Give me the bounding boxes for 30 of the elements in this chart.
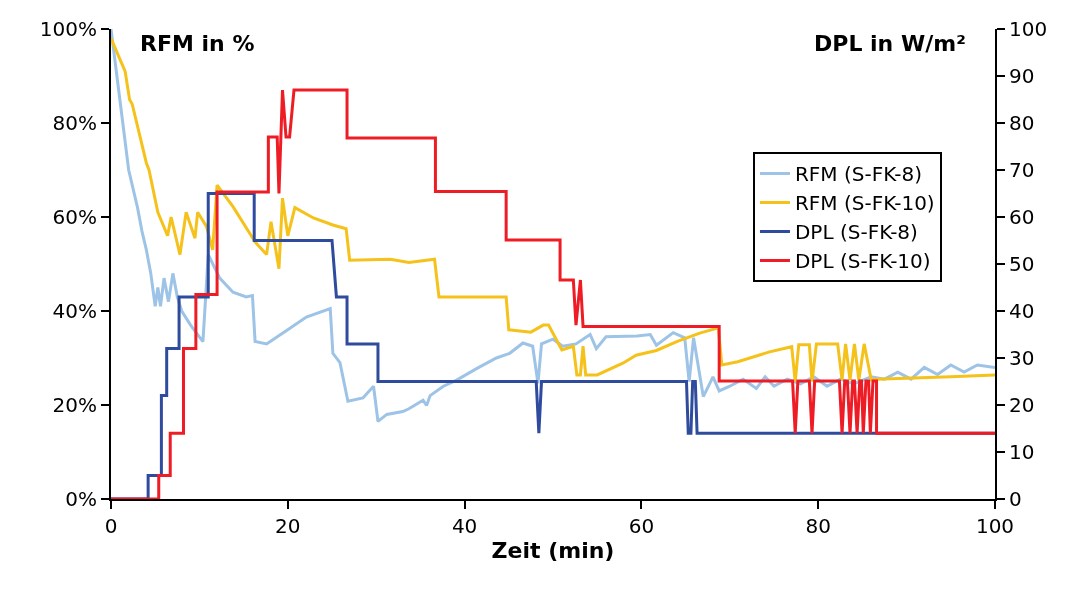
- y2-tick-label: 80: [1009, 111, 1035, 135]
- legend-label: RFM (S-FK-8): [794, 162, 922, 187]
- x-tick-label: 80: [805, 514, 831, 538]
- y2-tick-label: 10: [1009, 440, 1035, 464]
- y2-tick-label: 70: [1009, 158, 1035, 182]
- y2-tick-label: 50: [1009, 252, 1035, 276]
- x-tick-label: 40: [451, 514, 478, 538]
- y-axis-title: RFM in %: [140, 31, 255, 56]
- y2-tick-label: 0: [1009, 487, 1022, 511]
- y2-tick-label: 40: [1009, 299, 1035, 323]
- x-tick-label: 100: [975, 514, 1015, 538]
- y2-tick-label: 60: [1009, 205, 1035, 229]
- y2-tick-label: 30: [1009, 346, 1035, 370]
- y-tick-label: 100%: [39, 17, 97, 41]
- y-tick-label: 40%: [52, 299, 97, 323]
- y2-tick-label: 20: [1009, 393, 1035, 417]
- x-tick-label: 0: [104, 514, 118, 538]
- legend-label: DPL (S-FK-8): [794, 220, 918, 245]
- legend-label: RFM (S-FK-10): [794, 191, 935, 216]
- x-axis-title: Zeit (min): [491, 538, 615, 564]
- y-tick-label: 80%: [52, 111, 97, 135]
- y2-axis-title: DPL in W/m²: [814, 31, 966, 56]
- x-tick-label: 20: [275, 514, 301, 538]
- y-tick-label: 20%: [52, 393, 97, 417]
- y2-tick-label: 100: [1009, 17, 1048, 41]
- y-tick-label: 0%: [65, 487, 97, 511]
- y-tick-label: 60%: [52, 205, 97, 229]
- y2-tick-label: 90: [1009, 64, 1035, 88]
- legend-label: DPL (S-FK-10): [794, 249, 931, 274]
- x-tick-label: 60: [628, 514, 655, 538]
